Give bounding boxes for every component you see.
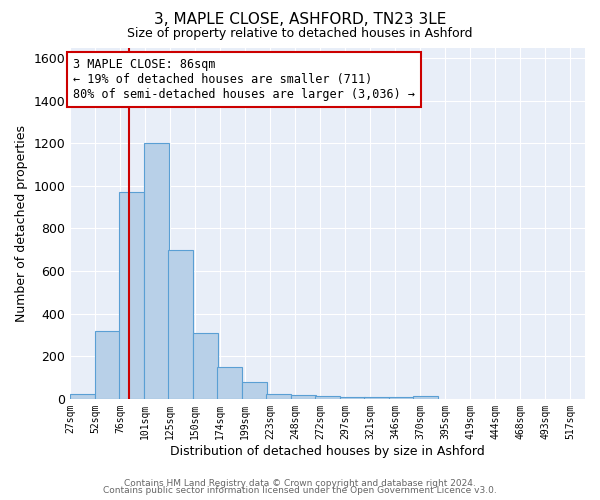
Text: Size of property relative to detached houses in Ashford: Size of property relative to detached ho… [127,28,473,40]
Bar [413,396,438,399]
Bar [119,192,144,399]
Bar [291,394,316,399]
X-axis label: Distribution of detached houses by size in Ashford: Distribution of detached houses by size … [170,444,485,458]
Bar [70,394,95,399]
Bar [389,396,414,399]
Bar [193,333,218,399]
Text: Contains public sector information licensed under the Open Government Licence v3: Contains public sector information licen… [103,486,497,495]
Text: Contains HM Land Registry data © Crown copyright and database right 2024.: Contains HM Land Registry data © Crown c… [124,478,476,488]
Bar [315,396,340,399]
Bar [340,396,365,399]
Text: 3, MAPLE CLOSE, ASHFORD, TN23 3LE: 3, MAPLE CLOSE, ASHFORD, TN23 3LE [154,12,446,28]
Text: 3 MAPLE CLOSE: 86sqm
← 19% of detached houses are smaller (711)
80% of semi-deta: 3 MAPLE CLOSE: 86sqm ← 19% of detached h… [73,58,415,101]
Bar [168,250,193,399]
Bar [242,382,267,399]
Y-axis label: Number of detached properties: Number of detached properties [15,124,28,322]
Bar [95,330,120,399]
Bar [217,367,242,399]
Bar [266,394,291,399]
Bar [364,396,389,399]
Bar [144,144,169,399]
